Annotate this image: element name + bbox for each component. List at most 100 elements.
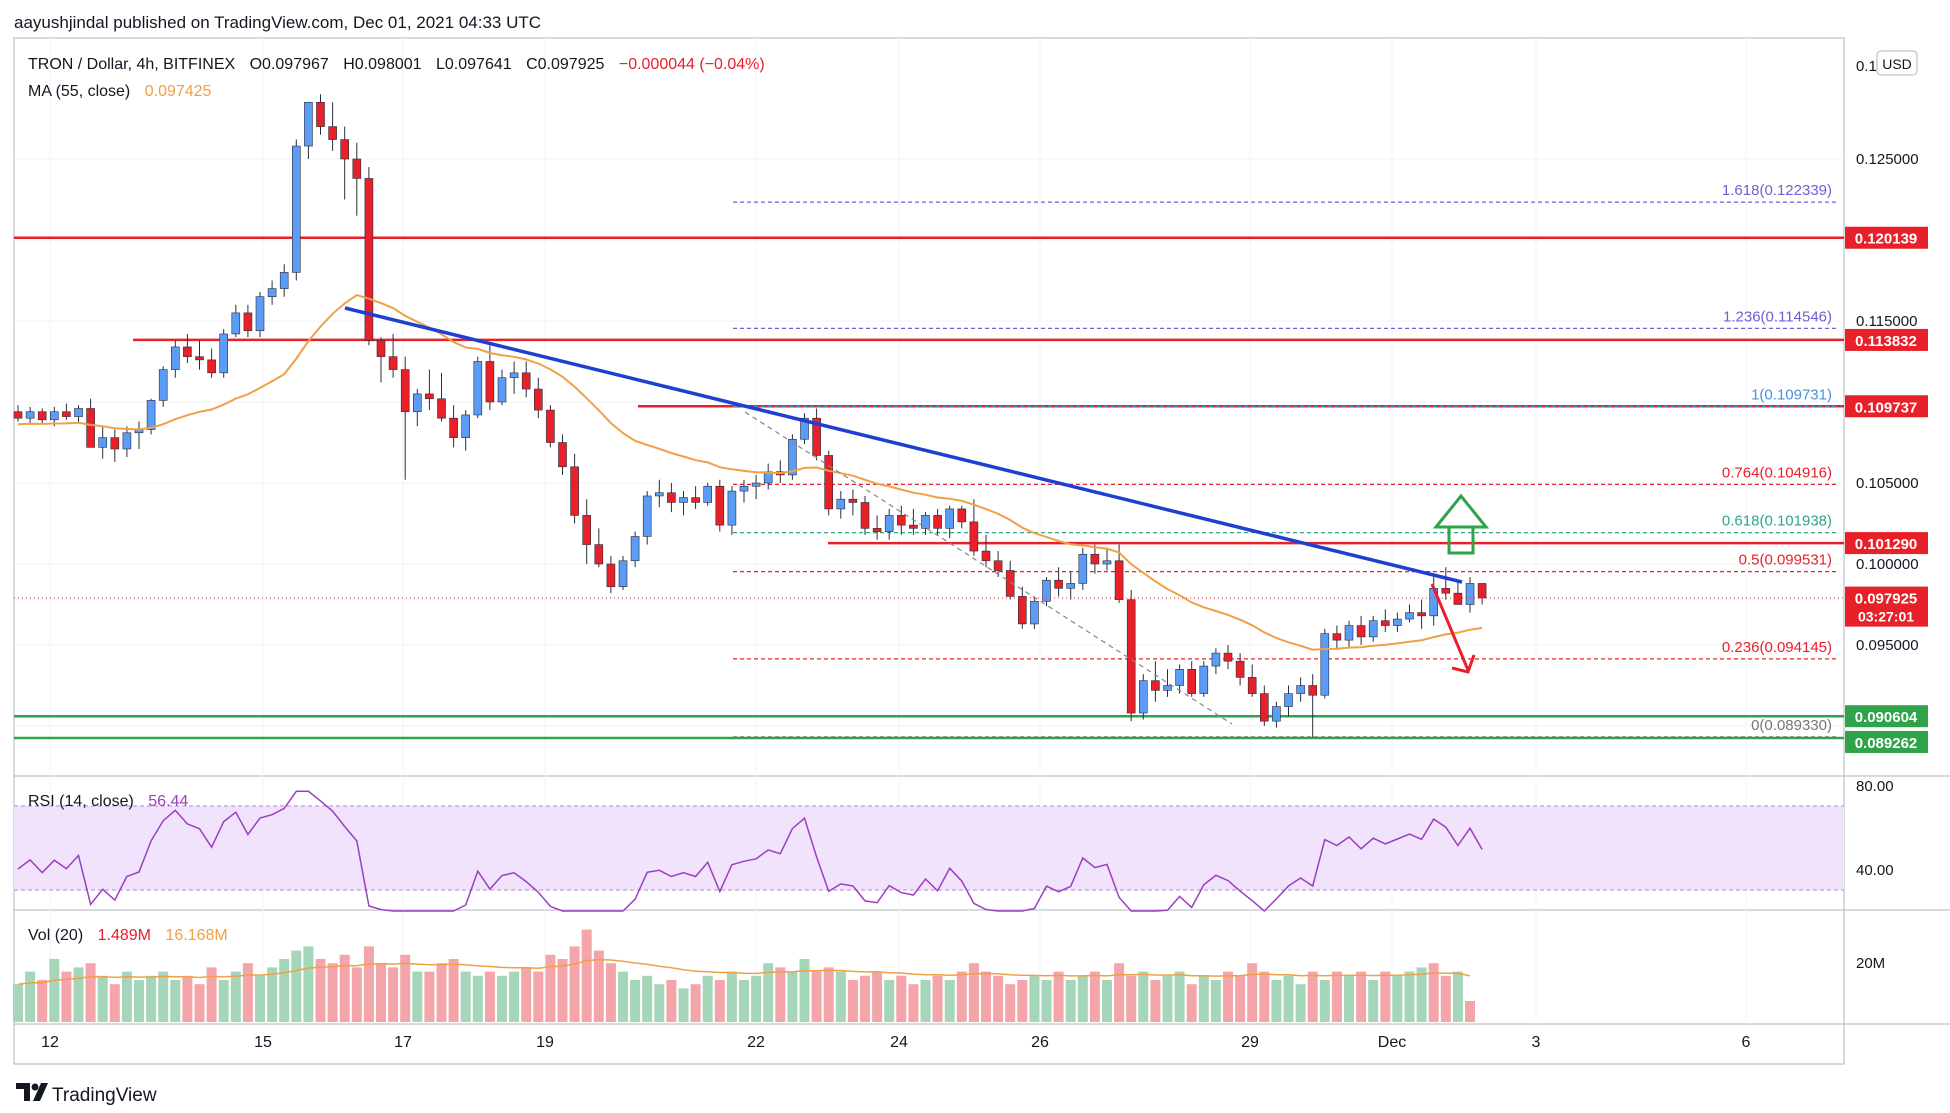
price-label-text: 0.097925 — [1855, 591, 1918, 608]
volume-bar — [1210, 980, 1221, 1022]
candle — [473, 356, 483, 419]
volume-bar — [1404, 971, 1415, 1022]
candle — [921, 512, 930, 535]
volume-bar — [242, 963, 253, 1022]
vol-value-2: 16.168M — [165, 927, 227, 944]
vol-label: Vol (20) — [28, 927, 83, 944]
volume-bar — [194, 984, 205, 1022]
price-tick: 0.105000 — [1856, 475, 1919, 492]
volume-bar — [654, 984, 665, 1022]
time-axis-labels: 12 15 17 19 22 24 26 29 Dec 3 6 — [41, 1034, 1750, 1051]
svg-text:Vol (20) 1.489M 16.168: Vol (20) 1.489M 16.168M — [28, 927, 228, 944]
candle — [86, 398, 95, 448]
fibonacci-retracement[interactable]: 1.618(0.122339) 1.236(0.114546) 1(0.109731… — [733, 182, 1838, 738]
candle — [618, 555, 628, 590]
volume-bar — [267, 967, 278, 1022]
volume-bar — [932, 975, 943, 1022]
volume-bar — [811, 971, 822, 1022]
volume-bar — [182, 975, 193, 1022]
candle — [1272, 701, 1281, 728]
usd-button[interactable]: USD — [1876, 50, 1918, 76]
volume-bar — [218, 980, 229, 1022]
volume-bar — [497, 975, 507, 1022]
candle — [158, 366, 168, 407]
volume-bar — [847, 980, 858, 1022]
volume-bar — [981, 971, 991, 1022]
volume-bar — [1150, 980, 1161, 1022]
candle — [691, 486, 700, 509]
volume-bar — [1041, 980, 1052, 1022]
horizontal-levels — [14, 236, 1844, 740]
time-label: 29 — [1241, 1034, 1259, 1051]
volume-bar — [436, 963, 447, 1022]
tradingview-logo[interactable]: TradingView — [16, 1083, 157, 1106]
volume-bar — [339, 954, 350, 1022]
candle — [171, 340, 180, 378]
candle — [1163, 669, 1172, 697]
volume-bar — [569, 946, 580, 1022]
publisher-line: aayushjindal published on TradingView.co… — [14, 13, 541, 32]
price-label-text: 0.090604 — [1855, 709, 1918, 726]
volume-bar — [763, 963, 774, 1022]
volume-bar — [1162, 975, 1173, 1022]
candle — [1332, 625, 1342, 650]
svg-text:MA (55, close) 0.097425: MA (55, close) 0.097425 — [28, 83, 212, 100]
candle — [1102, 547, 1112, 571]
candlesticks — [13, 94, 1487, 738]
candle — [788, 434, 797, 480]
bearish-trendline[interactable] — [344, 306, 1463, 584]
volume-bar — [303, 946, 314, 1022]
volume-bar — [1416, 967, 1427, 1022]
ma-label: MA (55, close) — [28, 83, 130, 100]
candle — [812, 408, 821, 461]
candle — [969, 499, 979, 556]
volume-bar — [1271, 980, 1282, 1022]
ma55-line — [17, 294, 1483, 651]
fib-label-0: 1.618(0.122339) — [1722, 182, 1832, 199]
time-label: Dec — [1378, 1034, 1406, 1051]
volume-bar — [279, 959, 290, 1022]
volume-bar — [533, 971, 544, 1022]
candle — [1054, 567, 1063, 597]
rsi-label: RSI (14, close) — [28, 793, 134, 810]
fib-label-1: 1.236(0.114546) — [1723, 308, 1832, 325]
candle — [1296, 677, 1305, 702]
open-value: O0.097967 — [250, 56, 329, 73]
candle — [727, 486, 737, 535]
volume-bar — [61, 971, 72, 1022]
volume-bar — [872, 971, 883, 1022]
volume-bar — [1102, 980, 1112, 1022]
volume-bar — [1331, 971, 1342, 1022]
candle — [1126, 589, 1136, 722]
candle — [74, 405, 83, 424]
volume-bar — [1380, 971, 1391, 1022]
volume-bar — [823, 967, 834, 1022]
svg-text:RSI (14, close) 56.44: RSI (14, close) 56.44 — [28, 793, 188, 810]
candle — [1381, 609, 1390, 633]
time-label: 17 — [394, 1034, 412, 1051]
candle — [739, 479, 749, 503]
candle — [1284, 685, 1293, 717]
candle — [255, 291, 265, 338]
candle — [1187, 661, 1196, 697]
candle — [594, 528, 604, 568]
candle — [1090, 544, 1100, 574]
symbol-label: TRON / Dollar, 4h, BITFINEX — [28, 56, 235, 73]
volume-bar — [255, 975, 265, 1022]
candle — [715, 479, 725, 532]
price-label-text: 0.101290 — [1855, 536, 1918, 553]
candle — [1078, 547, 1088, 590]
volume-bar — [714, 980, 725, 1022]
candle — [267, 280, 277, 305]
volume-bar — [630, 980, 641, 1022]
volume-bar — [920, 980, 931, 1022]
volume-bar — [775, 967, 786, 1022]
candle — [13, 405, 23, 422]
rsi-band — [14, 806, 1844, 890]
candle — [546, 405, 555, 448]
price-label-text: 0.089262 — [1855, 735, 1918, 752]
price-axis-labels: 0.120139 0.113832 0.109737 0.101290 0.097925… — [1845, 226, 1928, 753]
fib-label-6: 0.236(0.094145) — [1722, 639, 1832, 656]
